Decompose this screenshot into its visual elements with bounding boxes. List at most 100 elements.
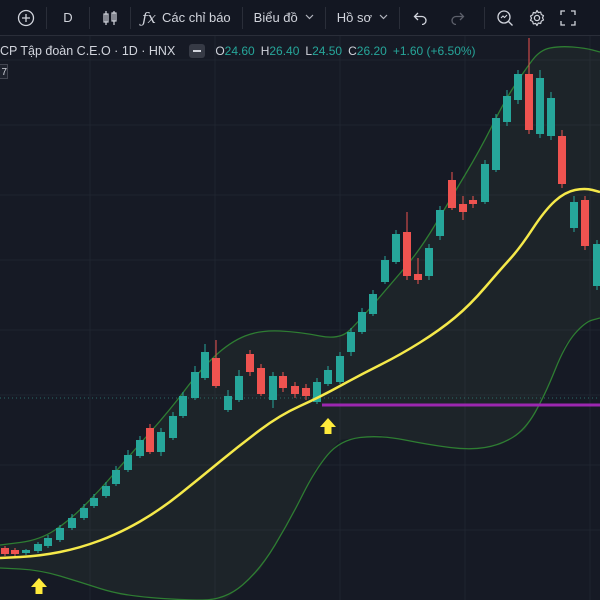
candle: [425, 244, 433, 280]
candle-body: [44, 538, 52, 546]
bollinger-lower-band: [0, 317, 600, 600]
candle: [514, 70, 522, 104]
undo-icon: [413, 12, 427, 25]
low-label: L: [305, 44, 313, 58]
collapse-legend-button[interactable]: [189, 44, 206, 58]
chart-menu-button[interactable]: Biểu đồ: [247, 4, 321, 32]
candle-body: [269, 376, 277, 400]
open-label: O: [215, 44, 225, 58]
candle: [179, 392, 187, 418]
candle-body: [169, 416, 177, 438]
candle-body: [324, 370, 332, 384]
candle: [22, 549, 30, 555]
candle-body: [22, 550, 30, 553]
interval-button[interactable]: D: [63, 10, 73, 25]
change-value: +1.60 (+6.50%): [392, 44, 476, 58]
indicators-label: Các chỉ báo: [162, 10, 231, 25]
candle-body: [136, 440, 144, 456]
redo-icon: [451, 12, 465, 25]
candle: [291, 382, 299, 398]
candle: [136, 436, 144, 458]
candle-body: [459, 204, 467, 212]
plus-circle-icon: [17, 9, 35, 26]
bollinger-upper-band: [0, 46, 600, 546]
candle-body: [201, 352, 209, 378]
fullscreen-button[interactable]: [553, 4, 583, 32]
candle-body: [191, 372, 199, 398]
symbol-legend: CP Tập đoàn C.E.O · 1D · HNX O 24.60 H 26.…: [0, 41, 476, 61]
high-value: 26.40: [269, 44, 300, 58]
candle: [369, 290, 377, 316]
chevron-down-icon: [305, 12, 314, 23]
candle-body: [56, 528, 64, 540]
candle-body: [302, 388, 310, 396]
profile-menu-label: Hồ sơ: [336, 10, 373, 25]
candle: [124, 450, 132, 472]
profile-menu-button[interactable]: Hồ sơ: [330, 4, 395, 32]
candle: [257, 364, 265, 396]
candle: [469, 196, 477, 208]
toolbar-divider: [399, 6, 401, 29]
chart-type-button[interactable]: [94, 4, 126, 32]
candle: [547, 92, 555, 140]
moving-average-line: [0, 187, 600, 560]
candle-body: [514, 74, 522, 100]
candle: [347, 328, 355, 356]
add-symbol-button[interactable]: [10, 4, 42, 32]
redo-button[interactable]: [442, 4, 472, 32]
candle-body: [179, 396, 187, 416]
candle-body: [1, 548, 9, 554]
candle-body: [570, 202, 578, 228]
candle: [593, 240, 600, 290]
candle-body: [414, 274, 422, 280]
candle: [525, 38, 533, 134]
candle-body: [212, 358, 220, 386]
function-icon: ƒx: [142, 8, 157, 27]
candle: [581, 196, 589, 250]
candle-body: [581, 200, 589, 246]
minus-icon: [193, 50, 202, 52]
candlestick-series: [1, 38, 600, 556]
candle-body: [34, 544, 42, 551]
candle: [436, 206, 444, 240]
candle: [279, 372, 287, 392]
candle: [536, 70, 544, 138]
candle: [112, 466, 120, 486]
candle: [313, 378, 321, 404]
candle-body: [235, 376, 243, 400]
candle-body: [157, 432, 165, 452]
candle-body: [392, 234, 400, 262]
candle-body: [224, 396, 232, 410]
candle: [169, 412, 177, 440]
high-label: H: [260, 44, 270, 58]
candle-body: [381, 260, 389, 282]
candle: [481, 160, 489, 204]
quick-search-button[interactable]: [489, 4, 521, 32]
candlestick-icon: [103, 10, 117, 25]
candle: [68, 514, 76, 530]
toolbar-divider: [484, 6, 486, 29]
chart-grid: [0, 36, 600, 600]
candle-body: [347, 332, 355, 352]
open-value: 24.60: [224, 44, 255, 58]
candle-body: [358, 312, 366, 332]
legend-badge[interactable]: 7: [0, 64, 8, 79]
candle-body: [536, 78, 544, 134]
symbol-title[interactable]: CP Tập đoàn C.E.O · 1D · HNX: [0, 44, 176, 58]
candle: [570, 196, 578, 232]
undo-button[interactable]: [406, 4, 436, 32]
candle: [191, 366, 199, 400]
candle-body: [257, 368, 265, 394]
candle-body: [146, 428, 154, 452]
indicators-button[interactable]: ƒx Các chỉ báo: [135, 4, 238, 32]
chevron-down-icon: [379, 12, 388, 23]
search-chart-icon: [497, 9, 513, 26]
close-value: 26.20: [356, 44, 387, 58]
top-toolbar: D ƒx Các chỉ báo Biểu đồ Hồ sơ: [0, 0, 600, 36]
candle-body: [593, 244, 600, 286]
candle-body: [525, 74, 533, 130]
arrow-up-icon: [320, 418, 336, 434]
toolbar-divider: [89, 6, 90, 29]
settings-button[interactable]: [521, 4, 553, 32]
